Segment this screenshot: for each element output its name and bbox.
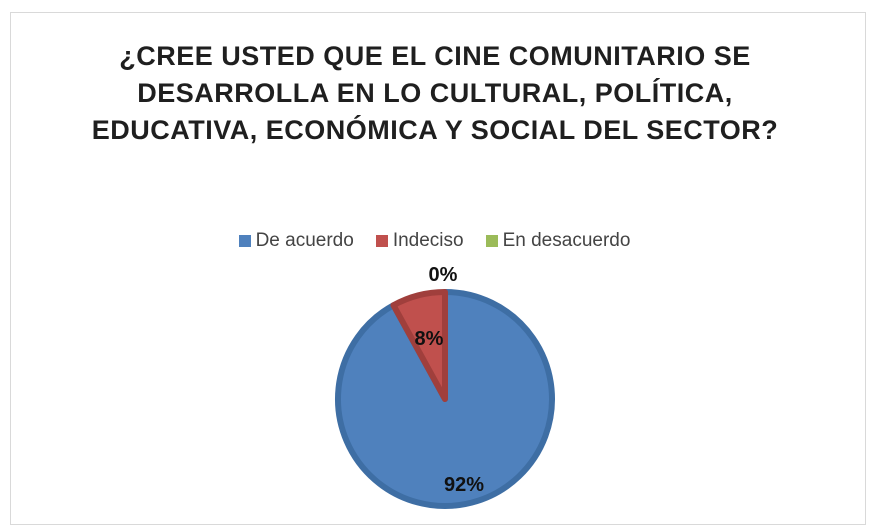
legend-swatch-de-acuerdo xyxy=(238,235,251,247)
legend-label-de-acuerdo: De acuerdo xyxy=(255,230,354,251)
legend-item-de-acuerdo: De acuerdo xyxy=(238,230,354,252)
data-label-de-acuerdo: 92% xyxy=(444,474,484,496)
pie-slice-indeciso xyxy=(390,289,448,402)
legend-item-en-desacuerdo: En desacuerdo xyxy=(485,230,631,252)
data-label-indeciso: 8% xyxy=(415,328,444,350)
legend-swatch-indeciso xyxy=(375,235,388,247)
data-label-en-desacuerdo: 0% xyxy=(429,264,458,286)
chart-title: ¿CREE USTED QUE EL CINE COMUNITARIO SE D… xyxy=(91,41,779,145)
legend-label-en-desacuerdo: En desacuerdo xyxy=(502,230,631,251)
legend-item-indeciso: Indeciso xyxy=(375,230,464,252)
legend-label-indeciso: Indeciso xyxy=(392,230,464,251)
chart-legend: De acuerdo Indeciso En desacuerdo xyxy=(0,230,869,252)
pie-slices xyxy=(335,289,555,509)
legend-swatch-en-desacuerdo xyxy=(485,235,498,247)
